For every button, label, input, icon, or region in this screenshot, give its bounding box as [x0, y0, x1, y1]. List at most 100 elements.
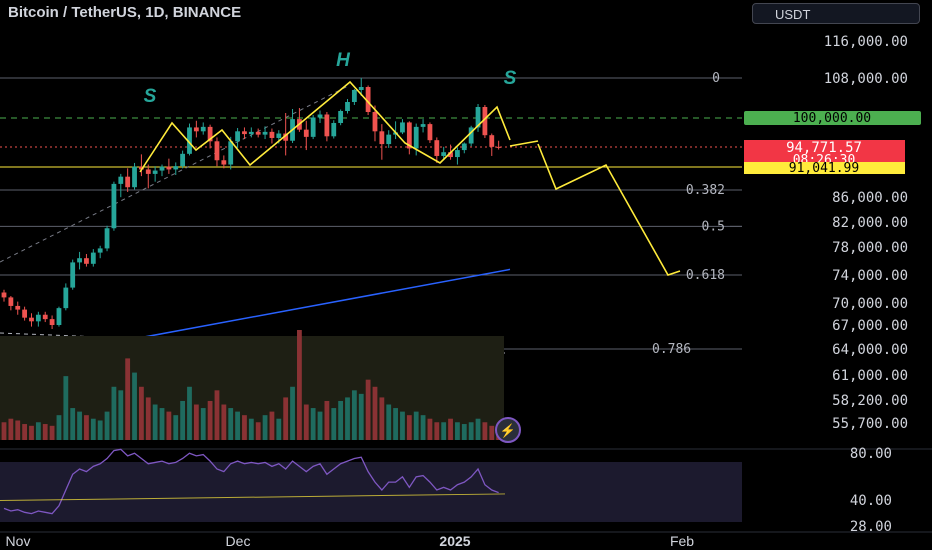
candle-body	[8, 297, 14, 306]
candle-body	[104, 228, 110, 249]
candle-body	[248, 131, 254, 135]
candle-body	[221, 160, 227, 165]
price-axis: 116,000.00 108,000.00 86,000.00 82,000.00 78…	[744, 34, 921, 432]
volume-bar	[434, 422, 440, 440]
volume-bar	[386, 404, 392, 440]
volume-bar	[303, 404, 309, 440]
pattern-zigzag	[139, 80, 511, 173]
fib-label-2: 0.5	[702, 219, 725, 234]
rsi-line	[3, 448, 499, 515]
candle-body	[324, 114, 330, 137]
price-tick: 70,000.00	[832, 296, 908, 312]
price-tick: 67,000.00	[832, 318, 908, 334]
candle-body	[262, 131, 268, 135]
volume-bars: ⚡	[0, 330, 521, 443]
candle-body	[283, 133, 289, 141]
candle-body	[496, 146, 502, 148]
candle-body	[427, 124, 433, 141]
volume-bar	[448, 418, 453, 440]
volume-bar	[475, 418, 481, 440]
candlesticks	[1, 78, 502, 329]
rsi-pane: 80.00 40.00 28.00	[0, 446, 932, 535]
neckline-badge	[744, 162, 905, 174]
candle-body	[70, 262, 76, 288]
candle-body	[187, 127, 192, 154]
candle-body	[159, 166, 165, 171]
volume-bar	[139, 386, 144, 440]
volume-bar	[35, 422, 41, 440]
candle-body	[317, 114, 323, 118]
candle-body	[331, 122, 337, 137]
candle-body	[475, 107, 481, 128]
candle-body	[77, 258, 82, 263]
candle-body	[413, 126, 419, 149]
volume-bar	[77, 411, 82, 440]
fib-label-3: 0.618	[686, 268, 725, 283]
volume-bar	[104, 411, 110, 440]
volume-bar	[84, 415, 89, 440]
candle-body	[1, 292, 7, 298]
volume-bar	[235, 411, 240, 440]
volume-bar	[255, 422, 261, 440]
volume-bar	[262, 415, 268, 440]
candle-body	[434, 140, 440, 156]
candle-body	[180, 153, 186, 167]
price-tick: 82,000.00	[832, 215, 908, 231]
volume-bar	[70, 408, 76, 440]
candle-body	[200, 126, 206, 132]
volume-bar	[427, 418, 433, 440]
volume-bar	[49, 425, 55, 440]
volume-bar	[118, 390, 124, 440]
last-price-label: 94,771.57	[786, 140, 862, 156]
fib-label-4: 0.786	[652, 342, 691, 357]
volume-bar	[22, 424, 28, 440]
price-tick: 61,000.00	[832, 368, 908, 384]
candle-body	[461, 143, 467, 151]
volume-bar	[310, 408, 316, 440]
candle-body	[235, 131, 240, 142]
head-label: H	[336, 50, 351, 71]
currency-button[interactable]: USDT	[752, 3, 920, 24]
volume-bar	[166, 411, 172, 440]
volume-bar	[248, 418, 254, 440]
rsi-ma-line	[0, 493, 506, 501]
candle-body	[90, 252, 96, 264]
candle-body	[173, 166, 179, 170]
candle-body	[406, 122, 412, 149]
candle-body	[145, 169, 151, 174]
volume-bar	[228, 408, 234, 440]
volume-bar	[331, 408, 337, 440]
candle-body	[22, 309, 28, 318]
volume-bar	[351, 390, 357, 440]
price-tick: 58,200.00	[832, 393, 908, 409]
volume-bar	[420, 415, 426, 440]
candle-body	[441, 152, 447, 156]
left-shoulder-label: S	[144, 86, 157, 107]
volume-bar	[187, 386, 192, 440]
projection-start	[509, 140, 539, 147]
price-tick: 64,000.00	[832, 342, 908, 358]
volume-bar	[379, 397, 385, 440]
volume-bar	[455, 422, 460, 440]
candle-body	[351, 90, 357, 102]
volume-bar	[180, 400, 186, 440]
candle-body	[448, 152, 453, 158]
volume-bar	[90, 418, 96, 440]
candle-body	[42, 314, 48, 320]
volume-bar	[159, 408, 165, 440]
candle-body	[420, 124, 426, 127]
candle-body	[365, 87, 371, 112]
candle-body	[132, 166, 137, 188]
candle-body	[303, 129, 309, 137]
candle-body	[379, 131, 385, 145]
candle-body	[49, 319, 55, 325]
volume-bar	[152, 404, 158, 440]
time-tick: Nov	[6, 533, 31, 549]
volume-bar	[145, 397, 151, 440]
rsi-band	[0, 462, 742, 522]
candle-body	[207, 126, 213, 142]
time-tick: Dec	[226, 533, 251, 549]
volume-bar	[15, 420, 21, 440]
volume-bar	[29, 425, 34, 440]
